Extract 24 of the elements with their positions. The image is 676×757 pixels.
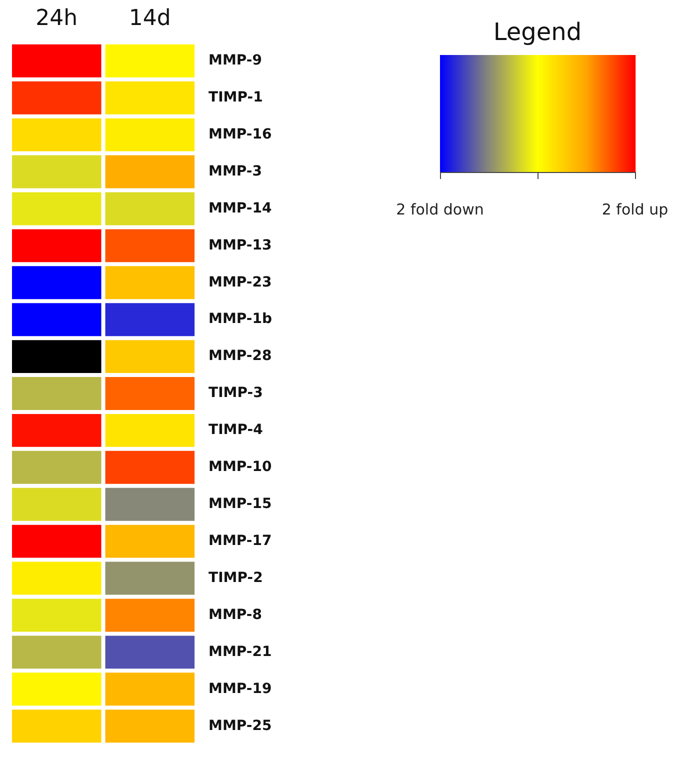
y-tick-label: MMP-21 xyxy=(208,644,272,660)
y-tick-label: MMP-25 xyxy=(208,718,272,734)
legend-title: Legend xyxy=(493,18,582,46)
y-tick-label: MMP-23 xyxy=(208,274,272,290)
y-tick-label: TIMP-2 xyxy=(208,570,263,586)
y-tick-label: MMP-13 xyxy=(208,237,272,254)
y-tick-label: MMP-28 xyxy=(208,348,272,364)
y-tick-label: TIMP-3 xyxy=(208,385,263,402)
y-tick-label: MMP-17 xyxy=(208,532,272,549)
y-tick-label: TIMP-1 xyxy=(208,89,263,106)
x-tick-label: 14d xyxy=(128,6,171,31)
y-tick-label: MMP-3 xyxy=(208,163,262,180)
y-tick-label: MMP-9 xyxy=(208,52,262,69)
color-bar-label: 2 fold up xyxy=(602,200,668,218)
y-tick-label: TIMP-4 xyxy=(208,422,264,438)
y-tick-label: MMP-1b xyxy=(208,311,272,328)
y-tick-label: MMP-15 xyxy=(208,496,272,512)
y-tick-label: MMP-14 xyxy=(208,200,272,216)
x-tick-label: 24h xyxy=(36,6,78,31)
y-tick-label: MMP-8 xyxy=(208,606,262,623)
y-tick-label: MMP-16 xyxy=(208,126,272,142)
y-tick-label: MMP-10 xyxy=(208,459,272,476)
color-bar-label: 2 fold down xyxy=(396,200,484,218)
y-tick-label: MMP-19 xyxy=(208,680,272,697)
